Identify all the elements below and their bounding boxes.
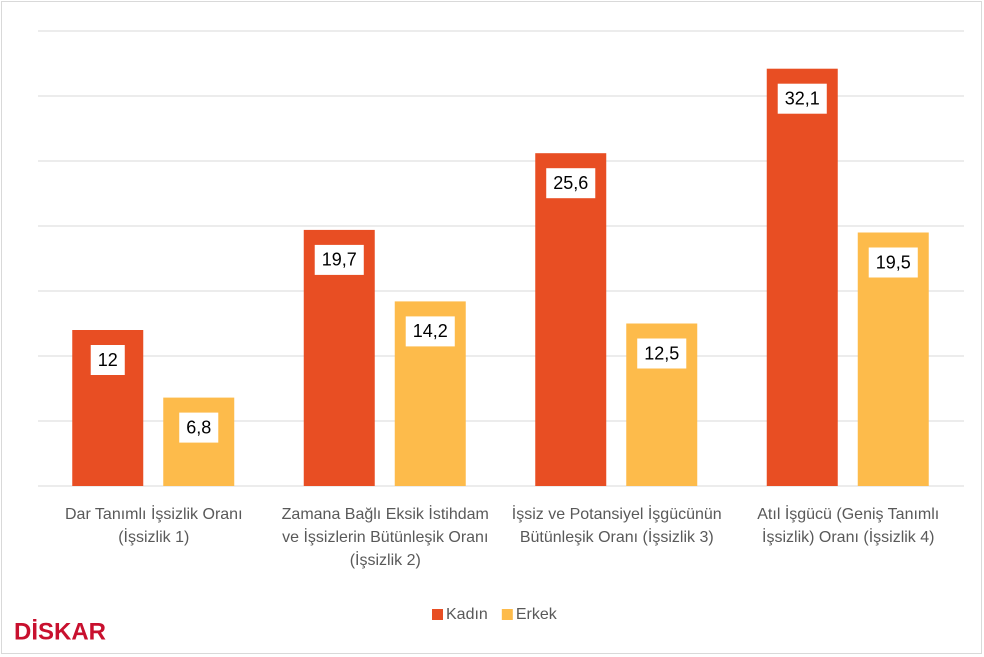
x-tick-label: Atıl İşgücü (Geniş Tanımlı İşsizlik) Ora… bbox=[757, 506, 940, 546]
value-label-box bbox=[868, 247, 918, 278]
value-label-box bbox=[179, 412, 219, 443]
value-label: 32,1 bbox=[785, 88, 820, 108]
value-label: 19,5 bbox=[876, 252, 911, 272]
value-label-box bbox=[314, 244, 364, 275]
value-label: 12,5 bbox=[644, 343, 679, 363]
legend-swatch bbox=[432, 609, 443, 620]
value-label-box bbox=[637, 338, 687, 369]
value-label: 14,2 bbox=[413, 321, 448, 341]
x-tick-label: Dar Tanımlı İşsizlik Oranı (İşsizlik 1) bbox=[64, 506, 243, 546]
legend-label: Kadın bbox=[446, 606, 488, 623]
value-label-box bbox=[546, 168, 596, 199]
value-label: 19,7 bbox=[322, 250, 357, 270]
value-label-box bbox=[777, 83, 827, 114]
x-tick-label: Zamana Bağlı Eksik İstihdam ve İşsizleri… bbox=[281, 506, 489, 569]
bar bbox=[535, 153, 607, 486]
value-label: 25,6 bbox=[553, 173, 588, 193]
value-label: 12 bbox=[98, 350, 118, 370]
bar bbox=[766, 68, 838, 486]
legend-label: Erkek bbox=[516, 606, 558, 623]
logo: DİSKAR bbox=[14, 618, 106, 645]
value-label-box bbox=[405, 316, 455, 347]
x-tick-label: İşsiz ve Potansiyel İşgücünün Bütünleşik… bbox=[511, 506, 722, 546]
value-label: 6,8 bbox=[186, 417, 211, 437]
legend-swatch bbox=[501, 609, 513, 620]
value-label-box bbox=[90, 345, 125, 375]
